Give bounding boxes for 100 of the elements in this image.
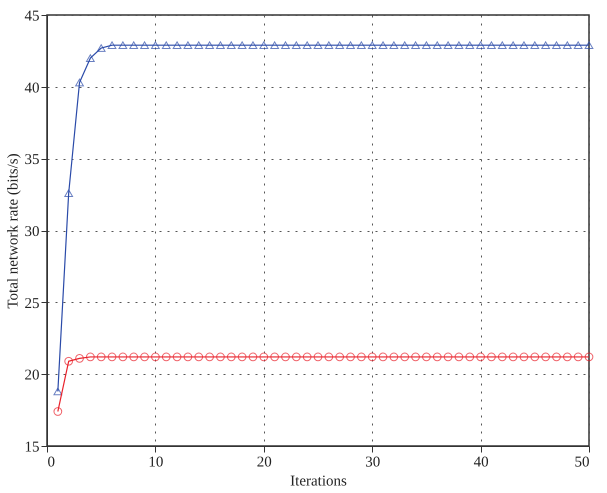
point bbox=[487, 41, 496, 50]
point bbox=[238, 41, 246, 50]
point bbox=[390, 41, 398, 50]
point bbox=[108, 352, 116, 362]
point bbox=[508, 352, 518, 362]
point bbox=[335, 41, 344, 50]
x-tick-label: 50 bbox=[574, 454, 590, 470]
point bbox=[129, 41, 138, 50]
point bbox=[356, 41, 366, 50]
point bbox=[162, 352, 171, 362]
point bbox=[314, 41, 322, 50]
point bbox=[552, 41, 561, 50]
x-tick-label: 20 bbox=[256, 454, 272, 470]
point bbox=[216, 41, 225, 50]
point bbox=[422, 352, 431, 362]
point bbox=[541, 41, 550, 50]
point bbox=[292, 352, 301, 362]
point bbox=[324, 41, 334, 50]
point bbox=[454, 352, 464, 362]
point bbox=[259, 41, 268, 50]
point bbox=[75, 354, 84, 363]
point bbox=[476, 41, 485, 50]
y-tick-label: 20 bbox=[24, 368, 40, 384]
point bbox=[248, 352, 258, 362]
point bbox=[574, 41, 583, 50]
point bbox=[140, 352, 149, 362]
point bbox=[172, 352, 182, 362]
point bbox=[238, 352, 246, 362]
point bbox=[378, 41, 388, 50]
point bbox=[444, 352, 452, 362]
point bbox=[454, 41, 464, 50]
point bbox=[151, 41, 160, 50]
point bbox=[400, 352, 410, 362]
point bbox=[53, 407, 62, 416]
y-axis-title: Total network rate (bits/s) bbox=[6, 153, 22, 309]
point bbox=[530, 41, 540, 50]
point bbox=[574, 352, 583, 362]
point bbox=[432, 352, 442, 362]
point bbox=[498, 352, 507, 362]
y-tick-label: 35 bbox=[24, 152, 40, 168]
y-tick-label: 45 bbox=[24, 8, 40, 24]
x-tick-label: 30 bbox=[365, 454, 380, 470]
point bbox=[140, 41, 149, 50]
point bbox=[411, 352, 420, 362]
point bbox=[205, 352, 214, 362]
y-tick-label: 25 bbox=[24, 296, 40, 312]
point bbox=[118, 352, 128, 362]
point bbox=[281, 41, 290, 50]
y-tick-label: 40 bbox=[24, 80, 40, 96]
point bbox=[292, 41, 301, 50]
point bbox=[162, 41, 171, 50]
point bbox=[86, 352, 95, 362]
point bbox=[194, 352, 204, 362]
point bbox=[205, 41, 214, 50]
point bbox=[194, 41, 204, 50]
point bbox=[498, 41, 507, 50]
point bbox=[487, 352, 496, 362]
point bbox=[216, 352, 225, 362]
point bbox=[226, 352, 236, 362]
point bbox=[314, 352, 322, 362]
point bbox=[172, 41, 182, 50]
point bbox=[346, 352, 355, 362]
point bbox=[520, 352, 528, 362]
point bbox=[129, 352, 138, 362]
point bbox=[562, 41, 572, 50]
point bbox=[584, 41, 594, 50]
point bbox=[335, 352, 344, 362]
point bbox=[302, 352, 312, 362]
point bbox=[422, 41, 431, 50]
point bbox=[400, 41, 410, 50]
point bbox=[368, 41, 377, 50]
x-tick-label: 40 bbox=[474, 454, 489, 470]
point bbox=[96, 352, 106, 362]
point bbox=[324, 352, 334, 362]
point bbox=[562, 352, 572, 362]
x-tick-label: 10 bbox=[148, 454, 164, 470]
point bbox=[530, 352, 540, 362]
point bbox=[108, 41, 116, 50]
point bbox=[86, 54, 95, 62]
point bbox=[248, 41, 258, 50]
point bbox=[184, 352, 192, 362]
point bbox=[356, 352, 366, 362]
point bbox=[270, 352, 280, 362]
point bbox=[584, 352, 594, 362]
point bbox=[75, 78, 84, 86]
point bbox=[281, 352, 290, 362]
x-tick-label: 0 bbox=[48, 454, 55, 470]
point bbox=[508, 41, 518, 50]
point bbox=[270, 41, 280, 50]
point bbox=[259, 352, 268, 362]
point bbox=[552, 352, 561, 362]
point bbox=[465, 352, 474, 362]
point bbox=[520, 41, 528, 50]
x-axis-title: Iterations bbox=[290, 474, 347, 490]
point bbox=[302, 41, 312, 50]
y-tick-label: 15 bbox=[24, 440, 40, 456]
point bbox=[184, 41, 192, 50]
point bbox=[96, 44, 106, 52]
point bbox=[411, 41, 420, 50]
point bbox=[368, 352, 377, 362]
